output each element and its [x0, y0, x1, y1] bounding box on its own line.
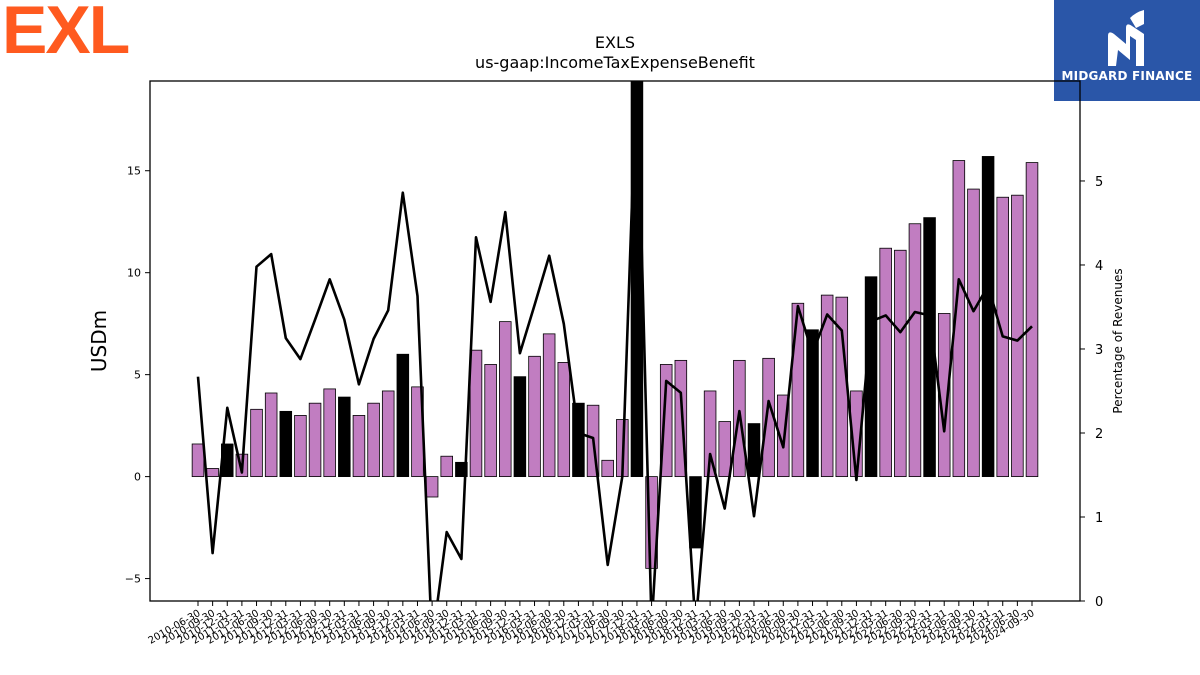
percentage-line — [196, 81, 1033, 601]
bar — [894, 249, 907, 478]
bar — [542, 333, 556, 478]
y2-tick-label: 4 — [1095, 259, 1103, 274]
bar — [820, 294, 834, 478]
bar — [455, 461, 468, 478]
y2-tick-label: 0 — [1095, 595, 1103, 610]
exl-logo: EXL — [2, 0, 130, 68]
bar — [557, 362, 571, 478]
bar — [981, 156, 995, 478]
bar — [323, 388, 336, 478]
bar — [206, 468, 219, 478]
plot-frame — [149, 80, 1081, 602]
bar — [601, 459, 614, 478]
y2-tick-label: 1 — [1095, 511, 1103, 526]
y2-axis-label: Percentage of Revenues — [1111, 268, 1125, 413]
bar — [718, 421, 731, 478]
bar — [484, 364, 497, 478]
bar — [469, 349, 483, 478]
bar — [967, 188, 980, 478]
bar — [338, 396, 351, 478]
bar — [264, 392, 278, 478]
bar — [279, 410, 293, 478]
y2-tick-label: 3 — [1095, 343, 1103, 358]
y-tick-label: 10 — [127, 267, 141, 280]
bar — [659, 364, 673, 478]
bar — [703, 390, 717, 478]
bar — [425, 476, 439, 498]
bar — [1025, 162, 1039, 478]
bar — [352, 415, 366, 478]
bar — [630, 81, 644, 478]
bar — [499, 321, 512, 478]
bar — [308, 402, 322, 478]
midgard-finance-logo: MIDGARD FINANCE — [1054, 0, 1200, 101]
bar — [513, 376, 527, 478]
bar — [674, 359, 688, 478]
bar — [367, 402, 380, 478]
bar — [528, 355, 541, 478]
y-tick-label: 5 — [134, 369, 141, 382]
y2-tick-label: 2 — [1095, 427, 1103, 442]
y-tick-label: −5 — [125, 573, 141, 586]
bar — [689, 476, 702, 549]
bar — [879, 247, 892, 478]
y2-tick-label: 5 — [1095, 175, 1103, 190]
bar — [923, 217, 936, 478]
midgard-finance-wordmark: MIDGARD FINANCE — [1061, 69, 1193, 83]
bar — [952, 160, 966, 478]
midgard-m-logo-icon — [1108, 10, 1144, 66]
chart-title: EXLS — [595, 33, 635, 52]
bar — [747, 423, 761, 478]
y-axis-label: USDm — [87, 310, 111, 372]
bar — [250, 408, 263, 478]
bar — [908, 223, 922, 478]
bar — [381, 390, 395, 478]
y-tick-label: 0 — [134, 471, 141, 484]
bar — [440, 455, 453, 478]
bar-series — [191, 81, 1039, 569]
bar — [791, 302, 805, 478]
bar — [191, 443, 205, 478]
bar — [572, 402, 585, 478]
bar — [396, 353, 410, 478]
line-series-layer — [196, 81, 1033, 601]
y-tick-label: 15 — [127, 165, 141, 178]
axes: −50510150123452010-06-302010-09-302010-1… — [125, 80, 1103, 647]
chart-subtitle: us-gaap:IncomeTaxExpenseBenefit — [475, 53, 755, 72]
bar — [294, 415, 307, 478]
bar — [806, 329, 819, 478]
